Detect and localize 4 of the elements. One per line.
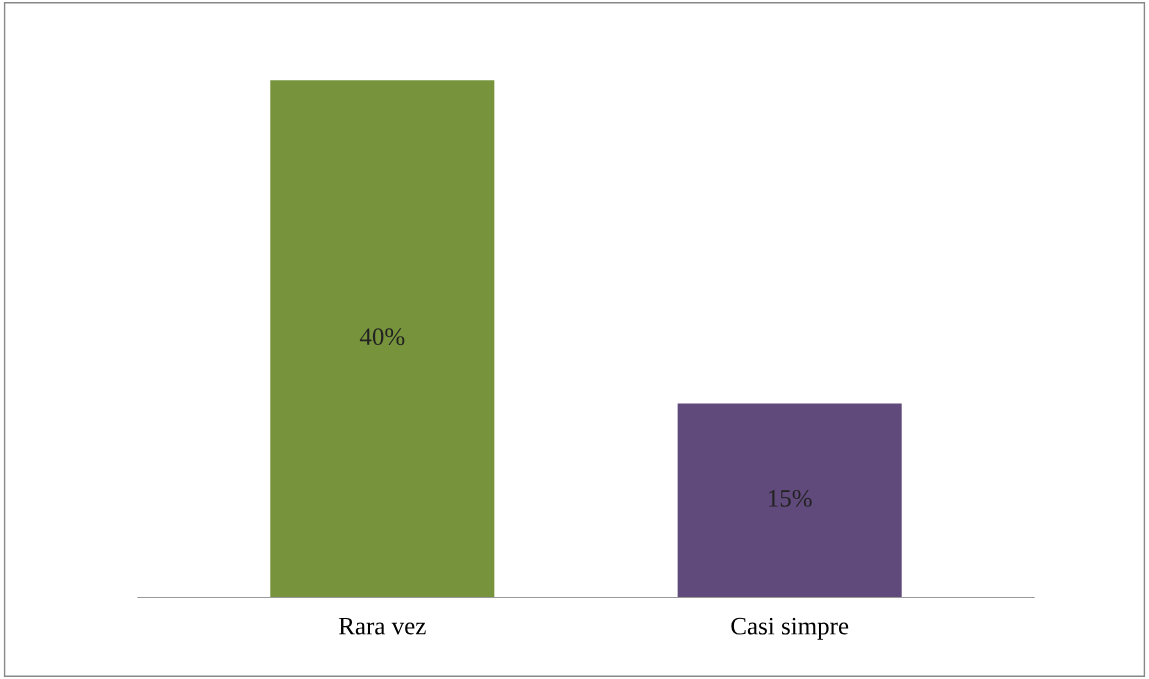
data-label: 15% xyxy=(768,489,812,507)
x-tick-label: Casi simpre xyxy=(731,617,849,640)
x-tick-label: Rara vez xyxy=(338,617,426,635)
data-label: 40% xyxy=(359,328,405,346)
